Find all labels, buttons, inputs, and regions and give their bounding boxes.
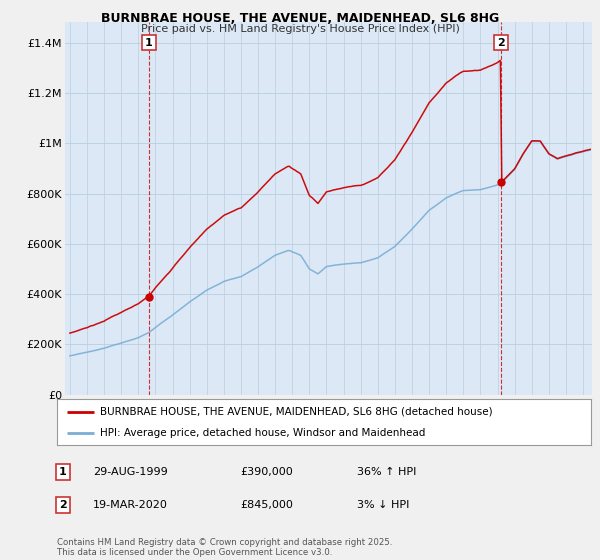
Text: 3% ↓ HPI: 3% ↓ HPI (357, 500, 409, 510)
Text: 2: 2 (59, 500, 67, 510)
Text: HPI: Average price, detached house, Windsor and Maidenhead: HPI: Average price, detached house, Wind… (100, 428, 425, 438)
Text: 36% ↑ HPI: 36% ↑ HPI (357, 467, 416, 477)
Text: 1: 1 (145, 38, 153, 48)
Text: £845,000: £845,000 (240, 500, 293, 510)
Text: Contains HM Land Registry data © Crown copyright and database right 2025.
This d: Contains HM Land Registry data © Crown c… (57, 538, 392, 557)
Text: Price paid vs. HM Land Registry's House Price Index (HPI): Price paid vs. HM Land Registry's House … (140, 24, 460, 34)
Text: BURNBRAE HOUSE, THE AVENUE, MAIDENHEAD, SL6 8HG: BURNBRAE HOUSE, THE AVENUE, MAIDENHEAD, … (101, 12, 499, 25)
Text: £390,000: £390,000 (240, 467, 293, 477)
Text: BURNBRAE HOUSE, THE AVENUE, MAIDENHEAD, SL6 8HG (detached house): BURNBRAE HOUSE, THE AVENUE, MAIDENHEAD, … (100, 407, 493, 417)
Text: 29-AUG-1999: 29-AUG-1999 (93, 467, 168, 477)
Text: 1: 1 (59, 467, 67, 477)
Text: 19-MAR-2020: 19-MAR-2020 (93, 500, 168, 510)
Text: 2: 2 (497, 38, 505, 48)
